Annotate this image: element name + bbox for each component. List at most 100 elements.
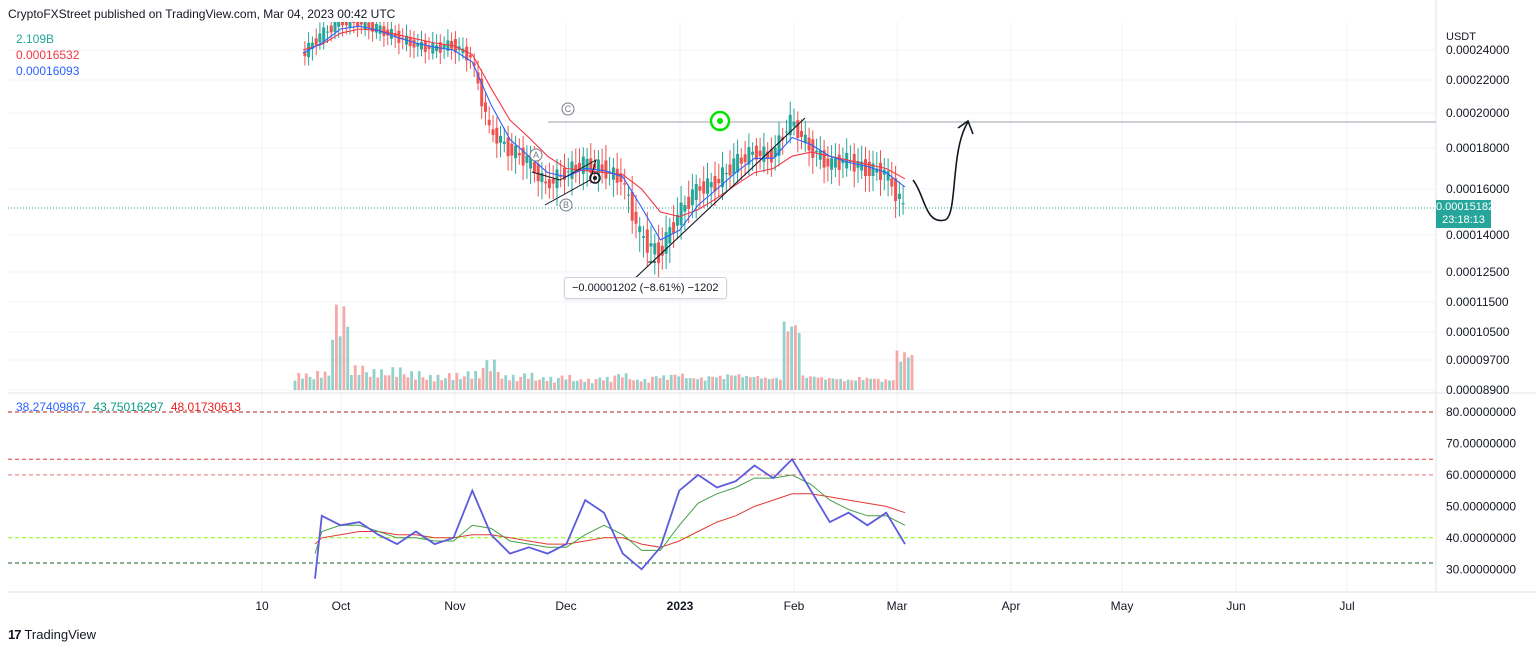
volume-bar [703, 380, 707, 390]
drawings: C A B [529, 102, 974, 284]
volume-bar [319, 377, 323, 390]
volume-bar [827, 378, 831, 390]
candle-body [322, 27, 326, 42]
candle-body [348, 22, 352, 28]
candle-body [871, 163, 875, 176]
volume-bar [335, 304, 338, 390]
rsi-axis: 80.00000000 70.00000000 60.00000000 50.0000… [1446, 405, 1516, 576]
candle-body [751, 151, 755, 155]
candles [303, 22, 905, 280]
volume-bar [444, 378, 447, 390]
volume-bar [478, 378, 481, 390]
volume-bar [741, 377, 745, 390]
volume-bar [500, 378, 504, 390]
candle-body [326, 31, 329, 33]
candle-body [623, 183, 627, 185]
candle-body [706, 178, 709, 194]
candle-body [453, 39, 457, 53]
candle-body [645, 229, 649, 253]
volume-bar [805, 377, 809, 390]
candle-body [769, 149, 773, 163]
target-dot [717, 118, 723, 124]
candle-body [630, 191, 634, 221]
legend-rsi-ma: 48.01730613 [170, 400, 241, 414]
volume-bar [684, 378, 688, 390]
volume-bar [861, 380, 865, 390]
candle-body [540, 172, 544, 183]
candle-body [367, 22, 371, 29]
volume-bar [402, 374, 406, 390]
volume-bar [775, 377, 778, 390]
candle-body [785, 131, 788, 133]
volume-bar [557, 377, 560, 390]
volume-bar [763, 377, 767, 390]
volume-bar [474, 371, 477, 390]
volume-bar [602, 380, 605, 390]
candle-body [551, 178, 555, 184]
candle-body [536, 163, 540, 182]
volume-bar [523, 373, 526, 390]
reference-lines [8, 121, 1436, 209]
volume-bar [590, 383, 594, 390]
tradingview-wordmark: TradingView [24, 627, 97, 642]
volume-bar [541, 377, 545, 390]
candle-body [792, 122, 796, 127]
candle-body [589, 158, 593, 173]
volume-bar [301, 378, 304, 390]
wave-label-circle [529, 148, 543, 162]
volume-bar [353, 365, 357, 390]
candle-body [329, 25, 333, 33]
volume-bar [493, 359, 496, 390]
candle-body [811, 139, 815, 158]
candle-body [544, 181, 548, 184]
candle-body [356, 22, 360, 28]
volume-bar [865, 377, 869, 390]
eye-marker-dot [593, 176, 597, 180]
volume-bar [681, 373, 684, 390]
volume-bar [733, 375, 737, 390]
rsi-pane [8, 411, 1436, 579]
volume-bar [462, 376, 466, 390]
volume-bar [297, 373, 301, 390]
volume-bar [526, 378, 530, 390]
volume-bar [496, 371, 500, 390]
volume-bar [639, 381, 643, 390]
candle-body [600, 164, 604, 172]
candle-body [499, 135, 502, 143]
volume-bar [880, 381, 884, 390]
volume-bar [485, 360, 489, 390]
tradingview-footer: 17 TradingView [8, 627, 96, 642]
volume-bar [459, 379, 462, 390]
volume-bar [436, 374, 440, 390]
candle-body [818, 150, 822, 160]
candle-body [788, 114, 792, 136]
candle-body [502, 141, 506, 144]
volume-bar [304, 373, 308, 390]
rsi-signal-line [314, 474, 906, 554]
volume-bar [903, 352, 906, 390]
candle-body [442, 44, 446, 49]
candle-body [393, 33, 397, 38]
volume-bar [869, 378, 873, 390]
candle-body [596, 159, 600, 175]
volume-bar [432, 381, 436, 390]
volume-bar [797, 332, 801, 390]
candle-body [344, 22, 348, 26]
volume-bar [451, 380, 455, 390]
candle-body [664, 232, 668, 254]
candle-body [897, 193, 901, 199]
volume-bar [873, 378, 876, 390]
volume-bar [839, 378, 842, 390]
candle-body [517, 153, 521, 156]
candle-body [736, 153, 740, 173]
wave-label-C: C [565, 104, 572, 114]
legend-rsi-signal: 43.75016297 [93, 400, 164, 414]
candle-body [604, 160, 608, 179]
candle-body [491, 129, 495, 136]
volume-bar [417, 371, 421, 390]
candle-body [371, 22, 375, 32]
volume-bar [801, 375, 805, 390]
volume-bar [470, 378, 474, 390]
candle-body [378, 25, 382, 34]
